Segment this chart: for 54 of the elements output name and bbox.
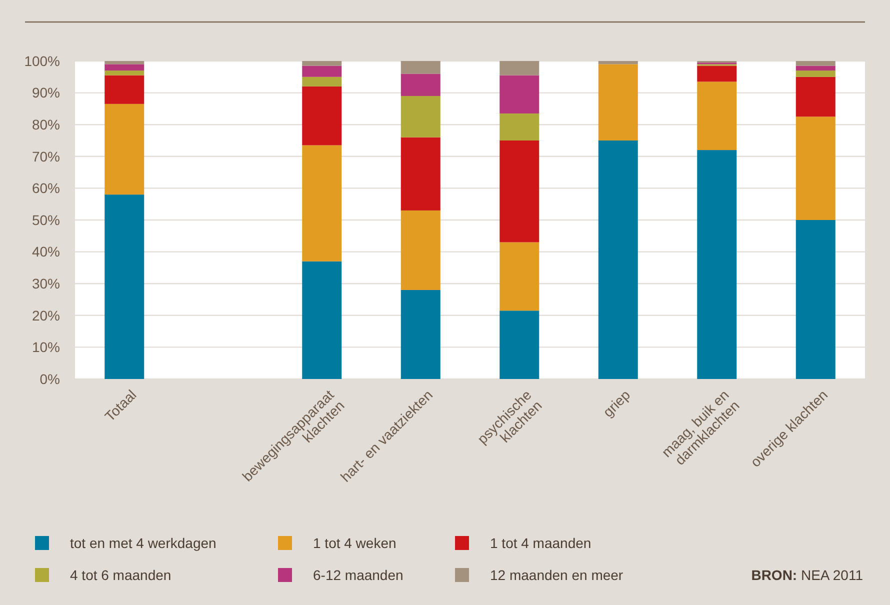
- y-tick-label: 10%: [32, 339, 60, 356]
- bar: [104, 75, 144, 104]
- legend-label: tot en met 4 werkdagen: [70, 534, 216, 551]
- legend-label: 1 tot 4 maanden: [490, 534, 592, 551]
- bar: [796, 220, 836, 379]
- y-tick-label: 100%: [24, 52, 60, 69]
- y-tick-label: 50%: [32, 212, 60, 228]
- bar: [598, 140, 638, 379]
- bar: [796, 61, 836, 66]
- legend-label: 4 tot 6 maanden: [70, 566, 172, 583]
- bar: [400, 61, 440, 74]
- bar: [796, 76, 836, 117]
- text: BRON: NEA 2011: [751, 566, 864, 583]
- bar: [796, 116, 836, 220]
- bar: [302, 66, 342, 77]
- bar: [302, 145, 342, 262]
- bar: [500, 242, 540, 311]
- y-tick-label: 0%: [40, 370, 60, 387]
- bar: [500, 75, 540, 114]
- bar: [500, 310, 540, 379]
- bar: [104, 194, 144, 379]
- y-tick-label: 70%: [32, 148, 60, 164]
- bar: [400, 74, 440, 96]
- bar: [400, 290, 440, 379]
- bar: [400, 137, 440, 210]
- bar: [598, 64, 638, 140]
- legend-label: 1 tot 4 weken: [313, 534, 396, 551]
- bar: [796, 70, 836, 77]
- bar: [697, 150, 737, 379]
- bar: [104, 70, 144, 76]
- bar: [302, 61, 342, 66]
- bar: [400, 210, 440, 290]
- y-tick-label: 40%: [32, 244, 60, 260]
- bar: [598, 61, 638, 64]
- bar: [796, 66, 836, 71]
- bar: [104, 61, 144, 64]
- y-tick-label: 80%: [32, 116, 60, 132]
- legend-label: 6-12 maanden: [313, 566, 404, 583]
- bar: [302, 261, 342, 379]
- y-tick-label: 60%: [32, 180, 60, 196]
- bar: [400, 96, 440, 138]
- y-tick-label: 90%: [32, 84, 60, 101]
- y-tick-label: 20%: [32, 307, 60, 324]
- bar: [104, 64, 144, 71]
- bar: [302, 86, 342, 146]
- bar: [697, 82, 737, 150]
- bar: [302, 76, 342, 86]
- legend-label: 12 maanden en meer: [490, 566, 624, 583]
- bar: [500, 113, 540, 140]
- bar: [104, 104, 144, 195]
- bar: [500, 140, 540, 242]
- y-tick-label: 30%: [32, 276, 60, 292]
- bar: [500, 61, 540, 76]
- bar: [697, 66, 737, 82]
